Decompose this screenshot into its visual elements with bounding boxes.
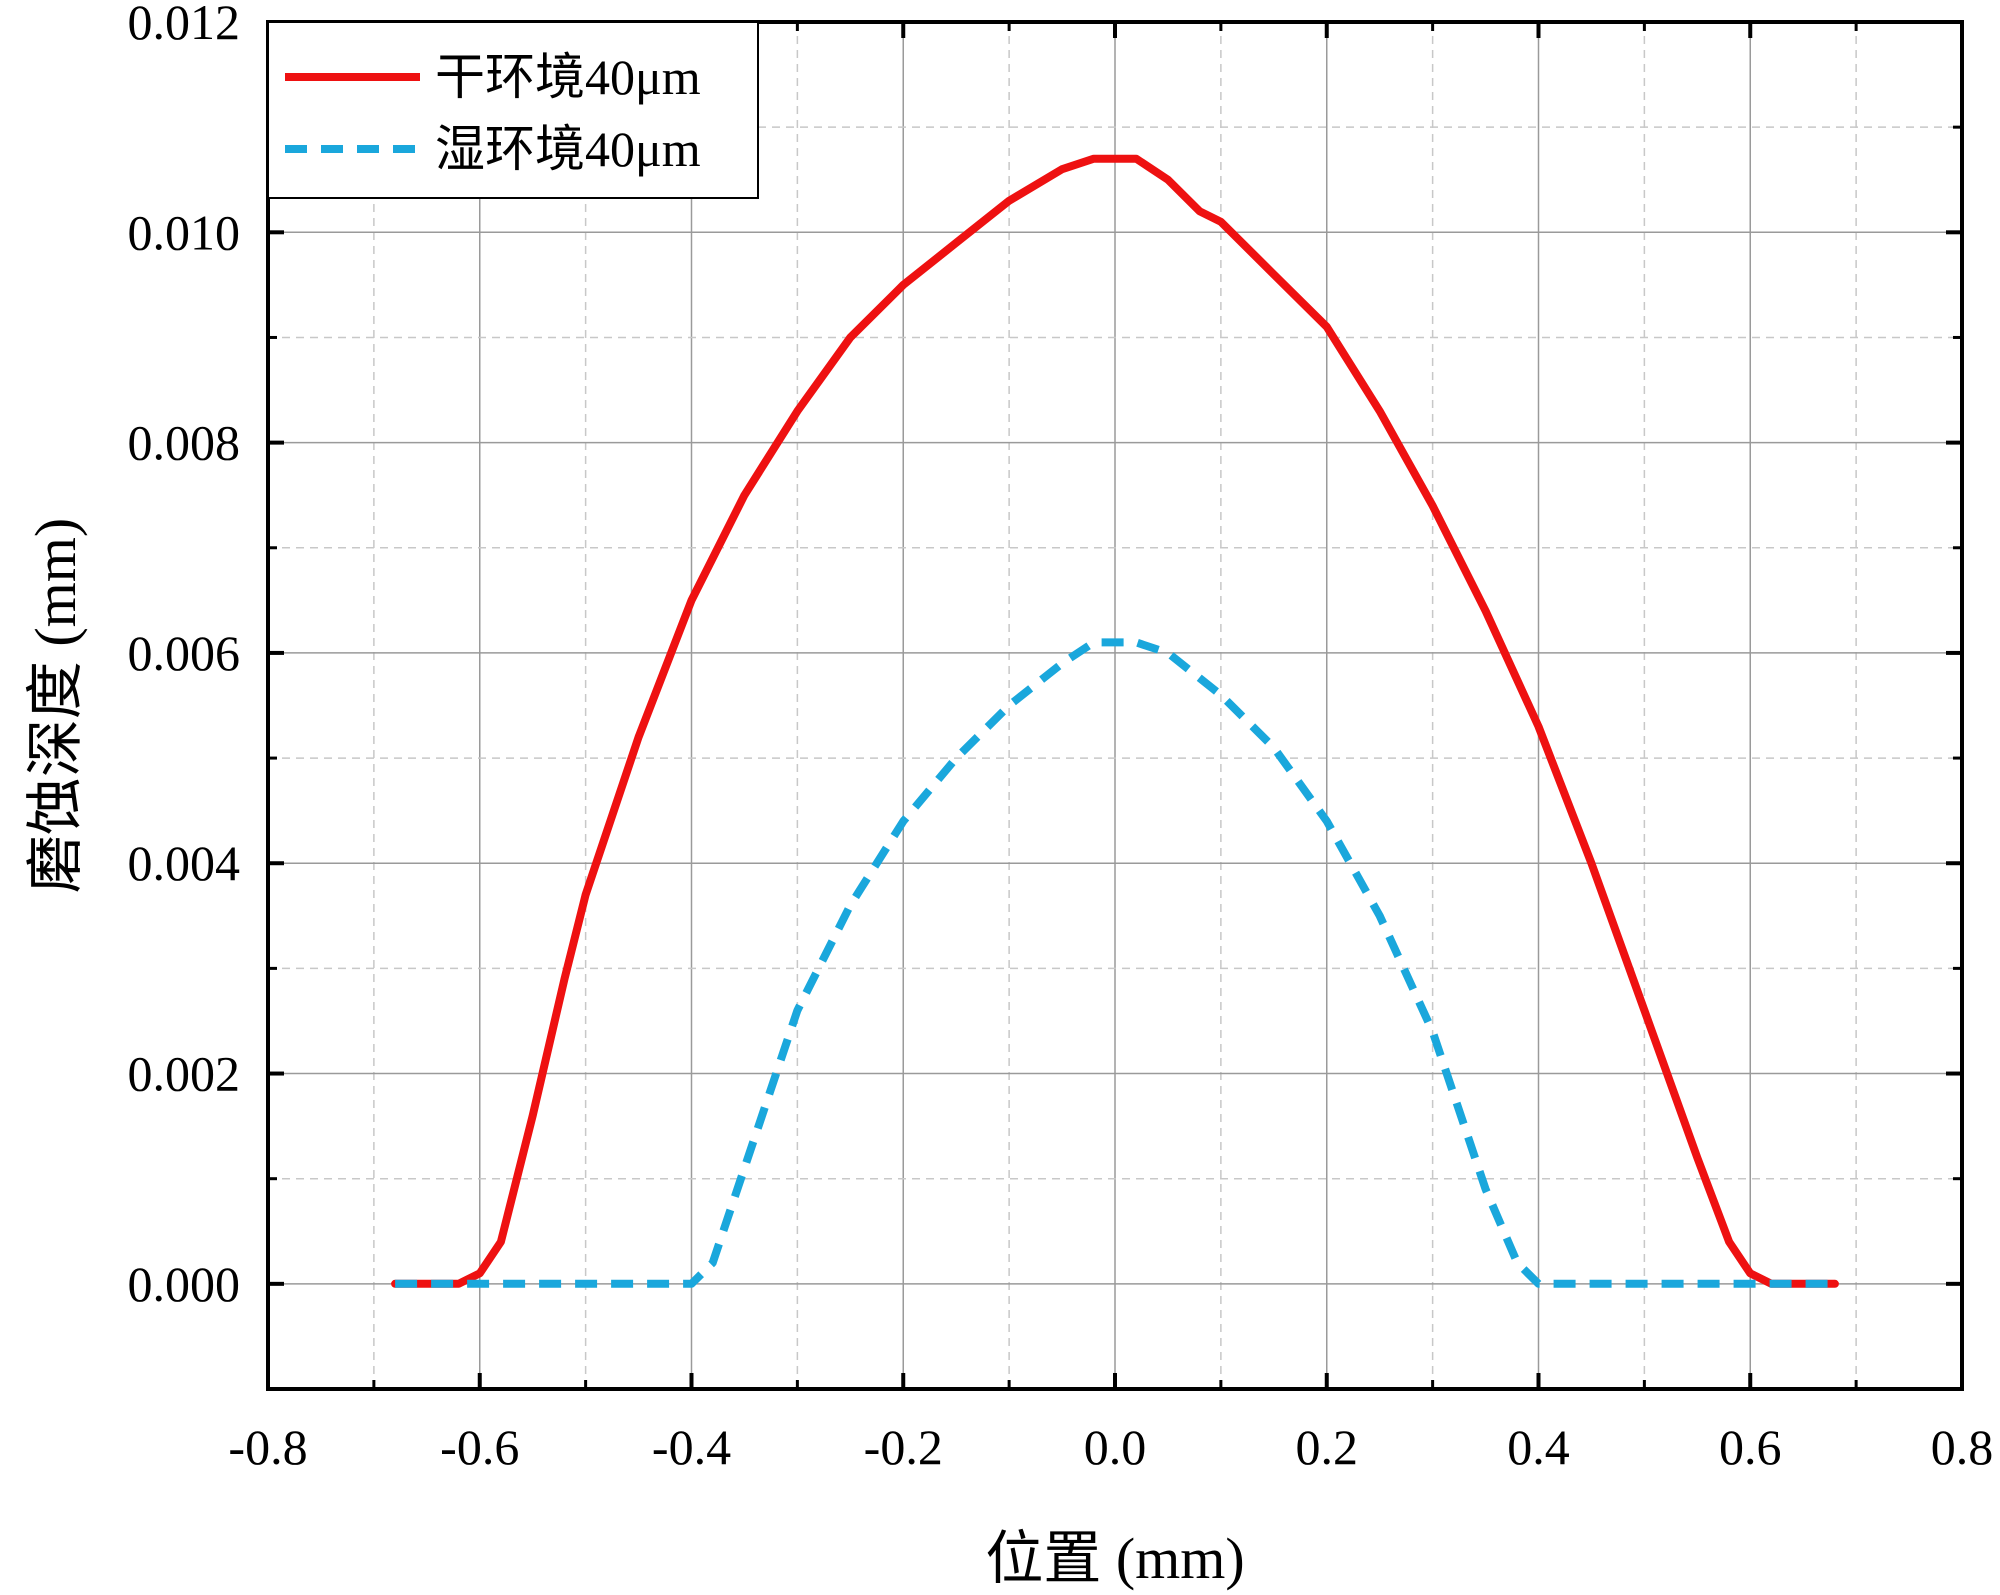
- y-axis-title: 磨蚀深度 (mm): [23, 518, 88, 893]
- y-tick-label: 0.010: [128, 204, 241, 260]
- legend-label-wet: 湿环境40μm: [435, 121, 701, 177]
- x-axis-title: 位置 (mm): [985, 1526, 1244, 1591]
- series-lines: [391, 154, 1839, 1288]
- y-tick-label: 0.002: [128, 1046, 241, 1102]
- x-tick-label: 0.6: [1719, 1419, 1782, 1475]
- grid: [268, 22, 1962, 1389]
- series-line-dry: [391, 154, 1839, 1288]
- y-tick-label: 0.008: [128, 415, 241, 471]
- x-tick-label: 0.8: [1931, 1419, 1994, 1475]
- y-tick-label: 0.006: [128, 625, 241, 681]
- series-line-wet: [395, 638, 1835, 1288]
- legend-box: [267, 21, 759, 199]
- legend: 干环境40μm 湿环境40μm: [267, 21, 759, 199]
- x-tick-label: 0.4: [1507, 1419, 1570, 1475]
- x-tick-label: 0.2: [1296, 1419, 1359, 1475]
- y-tick-label: 0.000: [128, 1256, 241, 1312]
- x-tick-label: -0.8: [228, 1419, 307, 1475]
- x-tick-label: -0.6: [440, 1419, 519, 1475]
- legend-label-dry: 干环境40μm: [435, 49, 701, 105]
- tick-labels: -0.8 -0.6 -0.4 -0.2 0.0 0.2 0.4 0.6 0.8 0.000 0.00…: [128, 0, 1994, 1475]
- y-tick-label: 0.004: [128, 835, 241, 891]
- x-tick-label: -0.4: [652, 1419, 731, 1475]
- x-tick-label: 0.0: [1084, 1419, 1147, 1475]
- x-tick-label: -0.2: [864, 1419, 943, 1475]
- y-tick-label: 0.012: [128, 0, 241, 50]
